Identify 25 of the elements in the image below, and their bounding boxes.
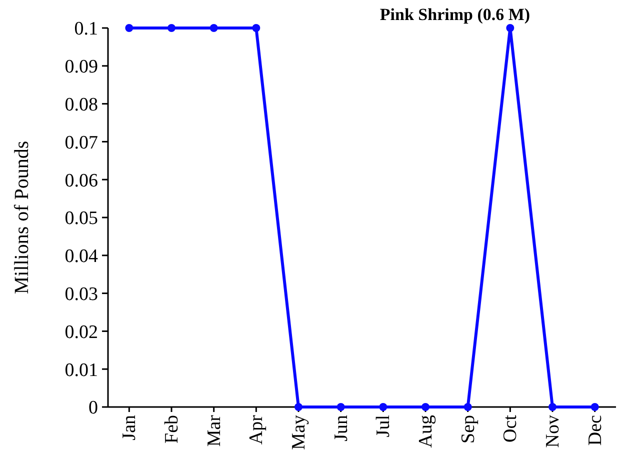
y-tick-label: 0.01 [64, 360, 98, 381]
y-tick-label: 0.09 [64, 56, 98, 78]
x-tick-label: Jan [119, 414, 140, 440]
x-tick-label: Jul [373, 415, 394, 438]
x-tick-label: Nov [542, 414, 564, 448]
y-tick-label: 0.05 [64, 208, 98, 230]
x-tick-label: Sep [458, 415, 479, 444]
y-tick-label: 0.06 [64, 170, 98, 192]
y-tick-label: 0.07 [64, 132, 98, 154]
x-tick-label: Oct [500, 414, 522, 442]
x-tick-label: Jun [330, 414, 352, 442]
y-axis-title: Millions of Pounds [11, 140, 33, 294]
x-tick-label: Apr [246, 414, 268, 445]
chart-title: Pink Shrimp (0.6 M) [380, 5, 530, 24]
x-tick-label: May [288, 414, 310, 450]
x-tick-label: Aug [416, 414, 436, 448]
y-tick-label: 0.08 [64, 94, 98, 116]
y-tick-label: 0.03 [64, 284, 98, 305]
x-tick-label: Feb [162, 415, 182, 444]
y-tick-label: 0.04 [64, 246, 98, 268]
y-tick-label: 0.1 [74, 18, 98, 40]
y-tick-label: 0.02 [64, 322, 98, 343]
x-tick-label: Dec [584, 415, 606, 446]
x-tick-label: Mar [204, 414, 225, 447]
y-tick-label: 0 [88, 398, 98, 419]
